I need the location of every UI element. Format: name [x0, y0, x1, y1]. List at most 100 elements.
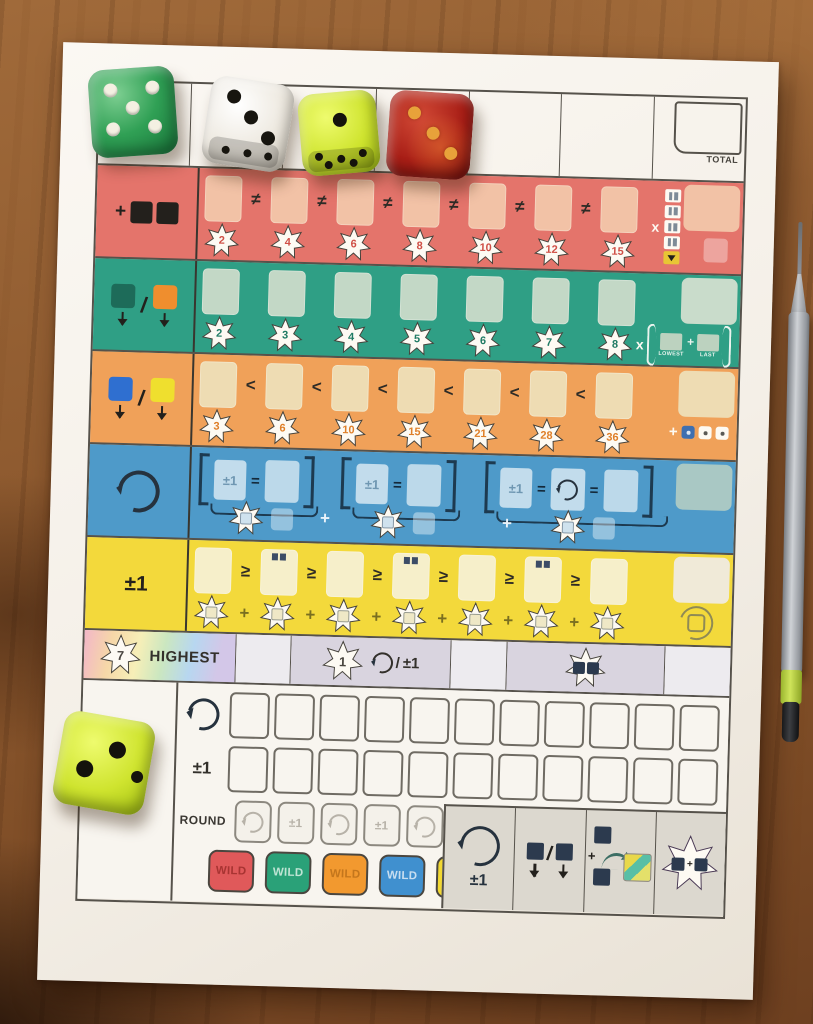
bonus-pair-cell: [506, 641, 666, 695]
operator: <: [443, 380, 454, 401]
bonus-mini-square: [703, 238, 729, 263]
lowest-box: LOWEST: [658, 332, 684, 358]
highest-label: HIGHEST: [149, 647, 220, 667]
pip: [144, 80, 160, 96]
row-red-label: +: [95, 165, 200, 260]
pip: [147, 118, 163, 134]
star-badge: 10: [467, 230, 504, 267]
plus-sign: +: [319, 508, 331, 528]
reroll-icon: [238, 807, 267, 837]
row-orange-score-box: [678, 370, 736, 419]
reroll-icon: [452, 819, 507, 874]
track-box: [363, 695, 406, 743]
down-arrow-icon: [163, 313, 167, 327]
row-orange: / < < < < <: [90, 351, 739, 463]
pair-stack-icon: [663, 189, 682, 265]
wild-chip-orange: WILD: [321, 852, 369, 897]
wild-tile-icon: [623, 853, 652, 882]
entry-square: [462, 368, 501, 416]
pip: [314, 152, 324, 162]
down-arrow-icon: [533, 863, 537, 877]
pen-grip: [780, 669, 803, 705]
teal-square-icon: [110, 283, 136, 309]
track-box: [273, 693, 316, 741]
entry-square: [396, 366, 435, 414]
slash: /: [136, 384, 147, 411]
entry-square: [467, 182, 506, 230]
star-badge: 36: [594, 419, 631, 456]
operator: ≥: [438, 566, 449, 587]
pm-square: ±1: [499, 467, 533, 509]
pm-label: ±1: [192, 758, 212, 778]
blue-score-3: [549, 509, 616, 547]
entry-square: [406, 463, 442, 507]
pip: [225, 88, 242, 105]
reroll-icon: [367, 648, 397, 677]
mini-die-icon: [698, 426, 712, 440]
star-badge: [325, 598, 362, 635]
blue-square-icon: [108, 376, 133, 402]
pm-track: ±1: [180, 743, 719, 808]
pip: [103, 83, 119, 99]
black-square-icon: [155, 201, 179, 224]
row-red-score-box: [683, 184, 741, 233]
entry-square: [330, 364, 369, 412]
bonus-gap-cell: [664, 646, 731, 697]
entry-square: [201, 268, 240, 316]
star-badge: 8: [597, 326, 634, 363]
operator: <: [575, 384, 586, 404]
round-tracker: ROUND ±1 ±1: [179, 799, 444, 849]
star-badge: 15: [396, 414, 433, 451]
pip: [242, 109, 259, 126]
times-sign: x: [635, 336, 644, 353]
times-sign: x: [651, 218, 660, 235]
panel-pair-star: +: [654, 812, 726, 916]
star-badge: 15: [599, 233, 636, 270]
star-badge: 2: [203, 222, 240, 259]
track-box: [408, 697, 451, 745]
row-yellow: ±1 ≥ ≥ ≥ ≥ ≥ ≥: [84, 537, 734, 649]
pair-tag-icon: [271, 553, 287, 561]
star-badge: 6: [264, 410, 301, 447]
track-box: [453, 698, 496, 746]
entry-square: [198, 361, 237, 409]
pm-label: ±1: [402, 654, 420, 672]
star-badge: 3: [198, 408, 235, 445]
track-box: [318, 694, 361, 742]
reroll-square-icon: [673, 600, 719, 646]
reroll-icon: [324, 809, 353, 839]
pen-body: [781, 311, 810, 675]
plus-icon: +: [114, 200, 127, 222]
row-red: + ≠ ≠ ≠ ≠ ≠ ≠: [95, 165, 744, 277]
operator: <: [245, 375, 256, 395]
equals-sign: =: [589, 481, 599, 499]
star-badge: [589, 605, 626, 642]
blue-score-2: [369, 504, 436, 542]
pip: [130, 769, 145, 784]
die-yellow-1: [296, 88, 382, 178]
blue-group-2: ±1 =: [340, 457, 457, 513]
star-badge: 1: [321, 640, 364, 683]
pip: [125, 101, 141, 116]
orange-die-drop-icon: [152, 284, 178, 327]
row-yellow-label: ±1: [84, 537, 190, 631]
pen-cone: [791, 274, 808, 314]
reroll-icon: [181, 692, 226, 737]
star-badge: 12: [533, 231, 570, 268]
track-box: [633, 703, 675, 751]
header-cell: [559, 94, 655, 179]
pen-tip: [797, 221, 803, 281]
yellow-square-icon: [150, 377, 175, 403]
pip: [443, 146, 458, 161]
entry-square: [193, 547, 232, 595]
entry-square: [594, 372, 633, 420]
pip: [358, 148, 368, 158]
star-badge: 4: [269, 224, 306, 261]
star-badge: [259, 596, 296, 633]
operator: ≥: [504, 568, 515, 588]
down-arrow-icon: [118, 404, 122, 418]
entry-square: [203, 175, 243, 223]
pip: [221, 144, 231, 155]
star-badge: [457, 601, 494, 638]
